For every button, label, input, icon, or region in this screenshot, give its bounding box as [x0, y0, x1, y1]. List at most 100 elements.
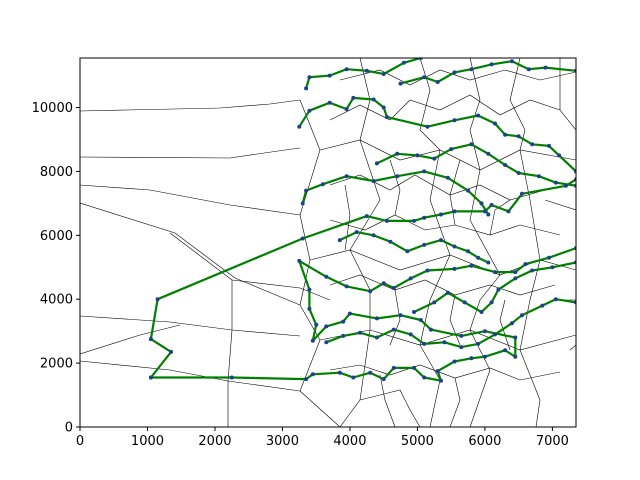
data-point: [489, 203, 494, 207]
data-point: [422, 375, 427, 380]
data-point: [381, 72, 386, 76]
voronoi-edge: [329, 214, 561, 236]
data-point: [344, 67, 349, 72]
data-point: [304, 86, 309, 91]
data-point: [381, 105, 386, 110]
data-point: [324, 274, 329, 279]
voronoi-edge: [80, 184, 301, 216]
data-point: [395, 151, 400, 156]
data-point: [493, 121, 497, 126]
data-point: [391, 286, 396, 290]
data-point: [401, 60, 406, 65]
data-point: [425, 268, 430, 273]
data-point: [385, 115, 389, 120]
axes-frame: [79, 57, 577, 428]
data-point: [358, 330, 363, 335]
data-point: [523, 262, 528, 267]
data-point: [337, 370, 342, 375]
data-point: [344, 284, 349, 289]
voronoi-edge: [80, 147, 301, 159]
data-point: [307, 306, 312, 311]
voronoi-edge: [169, 232, 233, 427]
data-point: [304, 188, 309, 193]
data-point: [530, 142, 535, 147]
data-point: [557, 153, 562, 158]
data-point: [229, 375, 234, 380]
data-point: [398, 313, 403, 318]
data-point: [310, 338, 315, 343]
data-point: [371, 233, 376, 238]
data-point: [344, 174, 349, 179]
data-point: [520, 191, 524, 196]
y-tick-label: 2000: [40, 357, 73, 372]
data-point: [327, 100, 332, 105]
data-point: [310, 372, 315, 377]
data-point: [469, 67, 474, 72]
x-tick-label: 0: [76, 434, 84, 449]
data-point: [371, 179, 376, 183]
y-tick-label: 4000: [40, 293, 73, 308]
data-point: [486, 260, 491, 265]
data-point: [148, 337, 153, 342]
data-point: [526, 67, 531, 72]
x-tick-label: 2000: [198, 434, 231, 449]
data-point: [418, 318, 423, 322]
data-point: [422, 242, 427, 247]
voronoi-edge: [80, 99, 301, 112]
y-tick-label: 0: [65, 421, 73, 436]
data-point: [371, 97, 376, 102]
x-tick-label: 7000: [536, 434, 569, 449]
data-point: [452, 118, 457, 123]
data-point: [412, 310, 416, 314]
data-point: [304, 377, 309, 382]
data-point: [307, 287, 312, 292]
data-point: [469, 142, 474, 147]
voronoi-edge: [389, 159, 401, 216]
data-point: [540, 303, 545, 308]
data-point: [422, 341, 427, 346]
data-point: [476, 255, 481, 260]
voronoi-edge: [449, 159, 461, 226]
data-point: [503, 163, 508, 167]
x-tick-label: 4000: [333, 434, 366, 449]
data-point: [415, 153, 420, 158]
data-point: [493, 270, 497, 275]
data-point: [482, 329, 487, 334]
data-point: [479, 310, 484, 314]
x-tick-label: 5000: [401, 434, 434, 449]
y-tick-label: 10000: [32, 101, 73, 116]
data-point: [439, 212, 443, 217]
data-point: [482, 354, 487, 359]
series-line: [305, 58, 422, 89]
data-point: [550, 265, 555, 270]
voronoi-edge: [329, 274, 556, 296]
data-point: [391, 327, 396, 332]
data-point: [466, 188, 470, 193]
data-point: [452, 209, 457, 214]
data-point: [479, 201, 484, 206]
data-point: [374, 335, 379, 340]
data-point: [476, 113, 481, 118]
data-point: [489, 300, 494, 305]
data-point: [553, 297, 558, 302]
voronoi-edge: [449, 294, 461, 346]
data-point: [435, 369, 440, 374]
data-point: [148, 375, 153, 380]
data-point: [381, 377, 386, 382]
data-point: [553, 180, 558, 185]
data-point: [563, 183, 568, 188]
voronoi-edge: [569, 344, 576, 427]
data-point: [547, 255, 551, 260]
data-point: [320, 182, 325, 187]
series-line: [325, 298, 576, 349]
data-point: [432, 300, 437, 305]
data-point: [476, 341, 481, 346]
data-point: [486, 151, 491, 156]
data-point: [297, 124, 302, 129]
data-point: [516, 134, 521, 139]
data-point: [543, 65, 548, 70]
voronoi-edge: [339, 389, 421, 427]
data-point: [422, 169, 427, 174]
data-point: [324, 340, 329, 345]
data-point: [314, 322, 319, 327]
